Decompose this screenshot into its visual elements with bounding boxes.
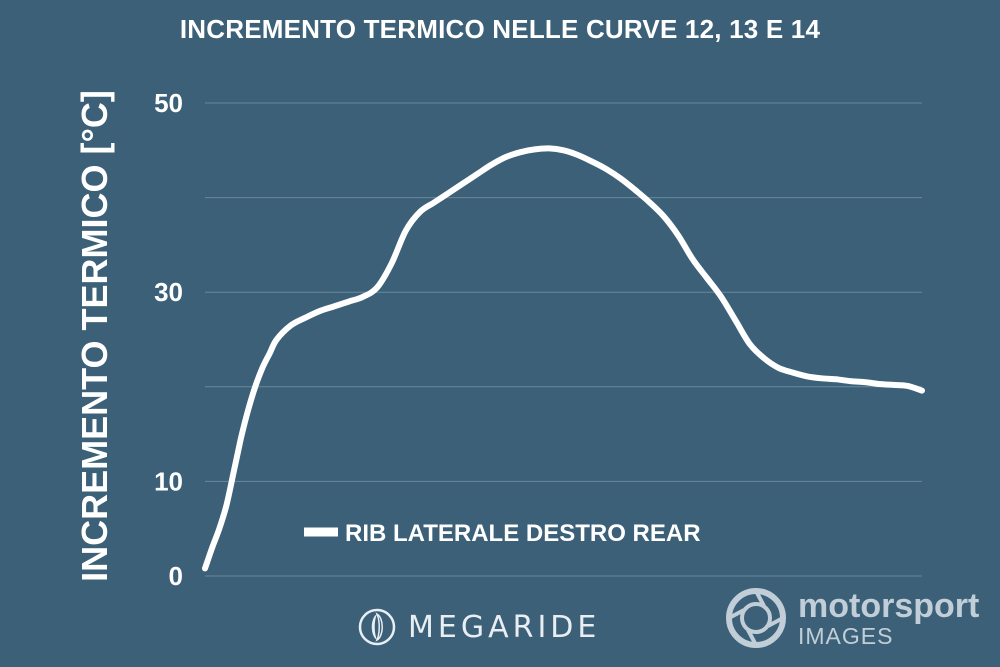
megaride-logo: MEGARIDE [356,605,600,649]
motorsport-images-logo: motorsport IMAGES [726,588,979,648]
megaride-wordmark: MEGARIDE [408,609,601,645]
legend-label: RIB LATERALE DESTRO REAR [345,520,701,547]
chart-title: INCREMENTO TERMICO NELLE CURVE 12, 13 E … [179,14,821,44]
y-tick-label-30: 30 [154,277,183,307]
legend: RIB LATERALE DESTRO REAR [304,520,701,547]
camera-aperture-icon [726,588,786,648]
y-axis-ticks: 0 10 30 50 [154,88,183,591]
y-tick-label-0: 0 [169,561,183,591]
y-tick-label-10: 10 [154,466,183,496]
megaride-emblem-icon [358,608,396,646]
gridlines [205,102,922,577]
motorsport-wordmark: motorsport [798,586,980,625]
series-layer [202,145,925,572]
images-wordmark: IMAGES [798,622,894,649]
series-line-rib-laterale-destro-rear [202,145,925,572]
y-tick-label-50: 50 [154,88,183,118]
